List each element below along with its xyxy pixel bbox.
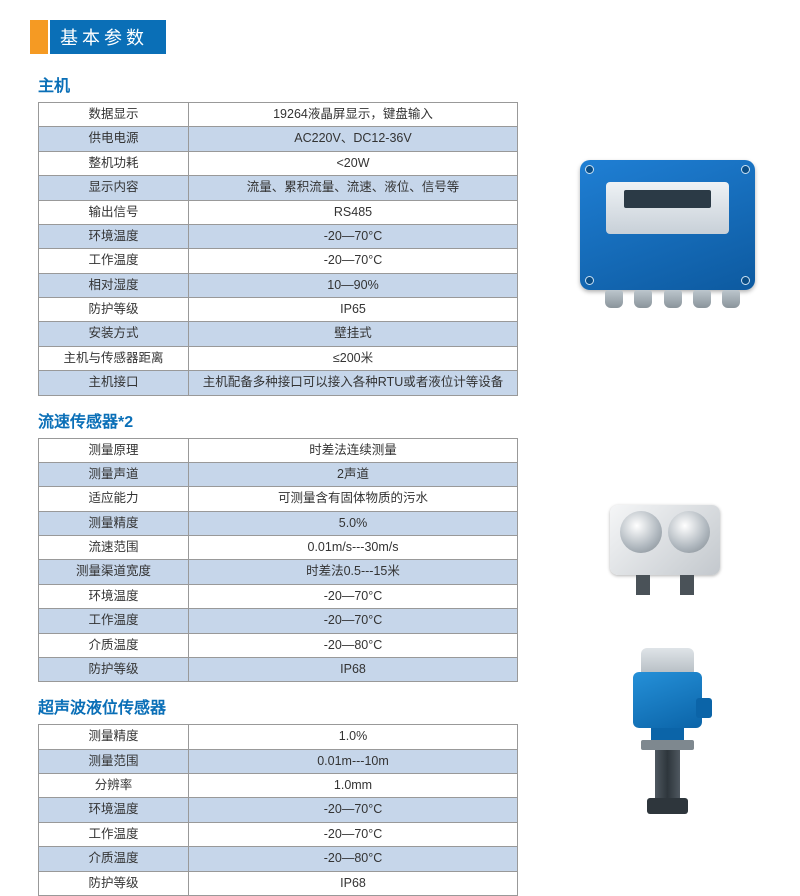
spec-value: -20—80°C xyxy=(189,847,518,871)
spec-label: 介质温度 xyxy=(39,633,189,657)
table-row: 环境温度-20—70°C xyxy=(39,584,518,608)
level-sensor-image xyxy=(625,648,710,818)
table-row: 整机功耗<20W xyxy=(39,151,518,175)
spec-value: AC220V、DC12-36V xyxy=(189,127,518,151)
spec-label: 测量原理 xyxy=(39,438,189,462)
spec-value: <20W xyxy=(189,151,518,175)
main-unit-image xyxy=(580,160,755,290)
spec-label: 主机接口 xyxy=(39,371,189,395)
spec-label: 防护等级 xyxy=(39,871,189,895)
spec-label: 供电电源 xyxy=(39,127,189,151)
table-row: 适应能力可测量含有固体物质的污水 xyxy=(39,487,518,511)
spec-value: ≤200米 xyxy=(189,346,518,370)
table-row: 流速范围0.01m/s---30m/s xyxy=(39,536,518,560)
spec-label: 测量声道 xyxy=(39,462,189,486)
table-row: 输出信号RS485 xyxy=(39,200,518,224)
header: 基本参数 xyxy=(30,20,770,54)
table-row: 测量声道2声道 xyxy=(39,462,518,486)
spec-value: 壁挂式 xyxy=(189,322,518,346)
spec-value: -20—70°C xyxy=(189,584,518,608)
spec-label: 安装方式 xyxy=(39,322,189,346)
spec-label: 测量精度 xyxy=(39,725,189,749)
spec-label: 工作温度 xyxy=(39,249,189,273)
table-row: 分辨率1.0mm xyxy=(39,774,518,798)
spec-label: 适应能力 xyxy=(39,487,189,511)
spec-value: -20—80°C xyxy=(189,633,518,657)
spec-value: 2声道 xyxy=(189,462,518,486)
header-accent-square xyxy=(30,20,48,54)
spec-label: 防护等级 xyxy=(39,657,189,681)
spec-label: 流速范围 xyxy=(39,536,189,560)
spec-value: 5.0% xyxy=(189,511,518,535)
spec-value: -20—70°C xyxy=(189,224,518,248)
spec-label: 环境温度 xyxy=(39,798,189,822)
spec-label: 工作温度 xyxy=(39,609,189,633)
table-row: 防护等级IP68 xyxy=(39,871,518,895)
spec-label: 数据显示 xyxy=(39,103,189,127)
page-title: 基本参数 xyxy=(50,20,166,54)
spec-value: IP65 xyxy=(189,298,518,322)
spec-value: -20—70°C xyxy=(189,822,518,846)
spec-value: 0.01m---10m xyxy=(189,749,518,773)
spec-value: -20—70°C xyxy=(189,249,518,273)
spec-value: 时差法连续测量 xyxy=(189,438,518,462)
spec-value: -20—70°C xyxy=(189,609,518,633)
spec-value: 1.0mm xyxy=(189,774,518,798)
table-row: 安装方式壁挂式 xyxy=(39,322,518,346)
table-row: 测量精度5.0% xyxy=(39,511,518,535)
table-row: 介质温度-20—80°C xyxy=(39,633,518,657)
section-title: 流速传感器*2 xyxy=(38,408,770,432)
table-row: 供电电源AC220V、DC12-36V xyxy=(39,127,518,151)
table-row: 环境温度-20—70°C xyxy=(39,224,518,248)
spec-value: 19264液晶屏显示，键盘输入 xyxy=(189,103,518,127)
table-row: 主机接口主机配备多种接口可以接入各种RTU或者液位计等设备 xyxy=(39,371,518,395)
spec-table: 测量原理时差法连续测量测量声道2声道适应能力可测量含有固体物质的污水测量精度5.… xyxy=(38,438,518,683)
spec-label: 防护等级 xyxy=(39,298,189,322)
spec-label: 相对湿度 xyxy=(39,273,189,297)
flow-sensor-image xyxy=(610,505,720,595)
spec-value: 流量、累积流量、流速、液位、信号等 xyxy=(189,176,518,200)
table-row: 主机与传感器距离≤200米 xyxy=(39,346,518,370)
table-row: 介质温度-20—80°C xyxy=(39,847,518,871)
table-row: 测量渠道宽度时差法0.5---15米 xyxy=(39,560,518,584)
spec-value: 10—90% xyxy=(189,273,518,297)
spec-value: 1.0% xyxy=(189,725,518,749)
spec-table: 数据显示19264液晶屏显示，键盘输入供电电源AC220V、DC12-36V整机… xyxy=(38,102,518,396)
table-row: 防护等级IP65 xyxy=(39,298,518,322)
section-title: 主机 xyxy=(38,72,770,96)
table-row: 数据显示19264液晶屏显示，键盘输入 xyxy=(39,103,518,127)
spec-label: 环境温度 xyxy=(39,224,189,248)
table-row: 显示内容流量、累积流量、流速、液位、信号等 xyxy=(39,176,518,200)
table-row: 相对湿度10—90% xyxy=(39,273,518,297)
spec-label: 测量范围 xyxy=(39,749,189,773)
table-row: 工作温度-20—70°C xyxy=(39,822,518,846)
spec-value: 0.01m/s---30m/s xyxy=(189,536,518,560)
spec-label: 工作温度 xyxy=(39,822,189,846)
spec-label: 环境温度 xyxy=(39,584,189,608)
spec-value: IP68 xyxy=(189,657,518,681)
spec-value: RS485 xyxy=(189,200,518,224)
spec-value: -20—70°C xyxy=(189,798,518,822)
spec-label: 分辨率 xyxy=(39,774,189,798)
spec-table: 测量精度1.0%测量范围0.01m---10m分辨率1.0mm环境温度-20—7… xyxy=(38,724,518,896)
table-row: 工作温度-20—70°C xyxy=(39,609,518,633)
spec-value: 时差法0.5---15米 xyxy=(189,560,518,584)
spec-label: 整机功耗 xyxy=(39,151,189,175)
table-row: 环境温度-20—70°C xyxy=(39,798,518,822)
spec-label: 主机与传感器距离 xyxy=(39,346,189,370)
spec-label: 介质温度 xyxy=(39,847,189,871)
spec-label: 测量渠道宽度 xyxy=(39,560,189,584)
table-row: 防护等级IP68 xyxy=(39,657,518,681)
spec-value: 可测量含有固体物质的污水 xyxy=(189,487,518,511)
table-row: 测量精度1.0% xyxy=(39,725,518,749)
spec-value: IP68 xyxy=(189,871,518,895)
spec-value: 主机配备多种接口可以接入各种RTU或者液位计等设备 xyxy=(189,371,518,395)
table-row: 测量范围0.01m---10m xyxy=(39,749,518,773)
spec-label: 显示内容 xyxy=(39,176,189,200)
table-row: 测量原理时差法连续测量 xyxy=(39,438,518,462)
spec-label: 输出信号 xyxy=(39,200,189,224)
table-row: 工作温度-20—70°C xyxy=(39,249,518,273)
spec-label: 测量精度 xyxy=(39,511,189,535)
